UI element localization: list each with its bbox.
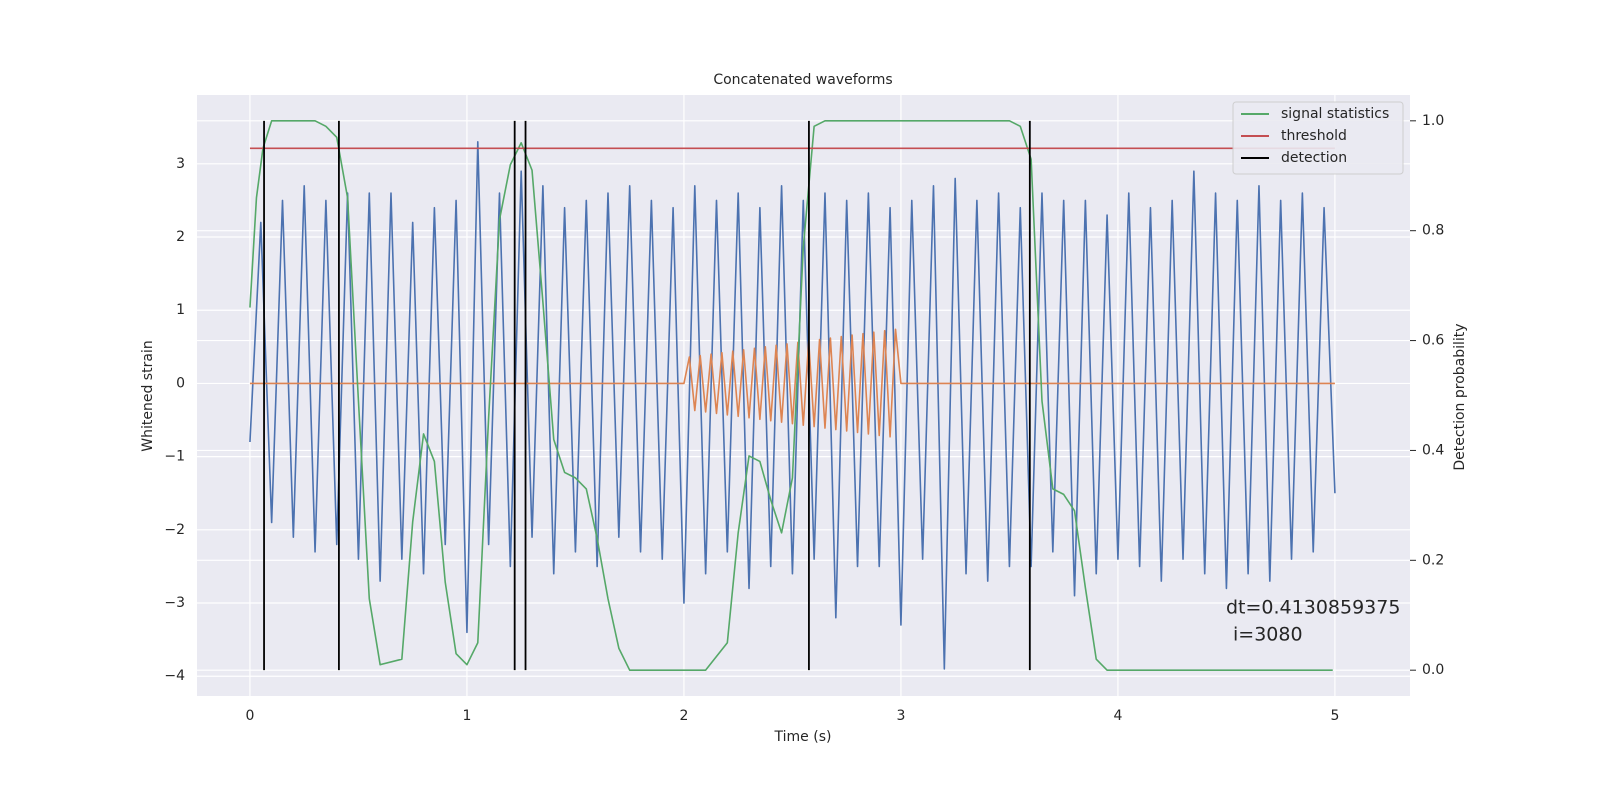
annotation: dt=0.4130859375 (1226, 597, 1400, 619)
y-tick-label: −3 (164, 595, 185, 611)
y-tick-label: 2 (176, 229, 185, 245)
y-tick-label: −4 (164, 668, 185, 684)
chart-title: Concatenated waveforms (713, 72, 892, 88)
legend-label: threshold (1281, 128, 1347, 144)
y2-tick-label: 1.0 (1422, 113, 1444, 129)
legend-box (1232, 101, 1404, 175)
x-tick-label: 5 (1330, 708, 1339, 724)
series-line (249, 328, 1335, 438)
x-axis-label: Time (s) (774, 729, 832, 745)
series-line (249, 141, 1336, 670)
y2-tick-label: 0.4 (1422, 442, 1444, 458)
y-tick-label: −2 (164, 522, 185, 538)
y-tick-label: 3 (176, 156, 185, 172)
x-tick-label: 1 (462, 708, 471, 724)
legend-label: signal statistics (1281, 106, 1389, 122)
y2-axis-label: Detection probability (1452, 323, 1468, 470)
y-tick-label: 1 (176, 302, 185, 318)
series-line (249, 120, 1333, 671)
y-tick-label: 0 (176, 375, 185, 391)
plot-area (197, 95, 1410, 696)
x-tick-label: 2 (679, 708, 688, 724)
y2-tick-label: 0.6 (1422, 333, 1444, 349)
x-tick-label: 3 (896, 708, 905, 724)
y-axis-label: Whitened strain (140, 340, 156, 451)
x-tick-label: 0 (245, 708, 254, 724)
y2-tick-label: 0.8 (1422, 223, 1444, 239)
y2-tick-label: 0.2 (1422, 552, 1444, 568)
y-tick-label: −1 (164, 449, 185, 465)
annotation: i=3080 (1233, 624, 1303, 646)
x-tick-label: 4 (1113, 708, 1122, 724)
y2-tick-label: 0.0 (1422, 662, 1444, 678)
legend-label: detection (1281, 150, 1347, 166)
